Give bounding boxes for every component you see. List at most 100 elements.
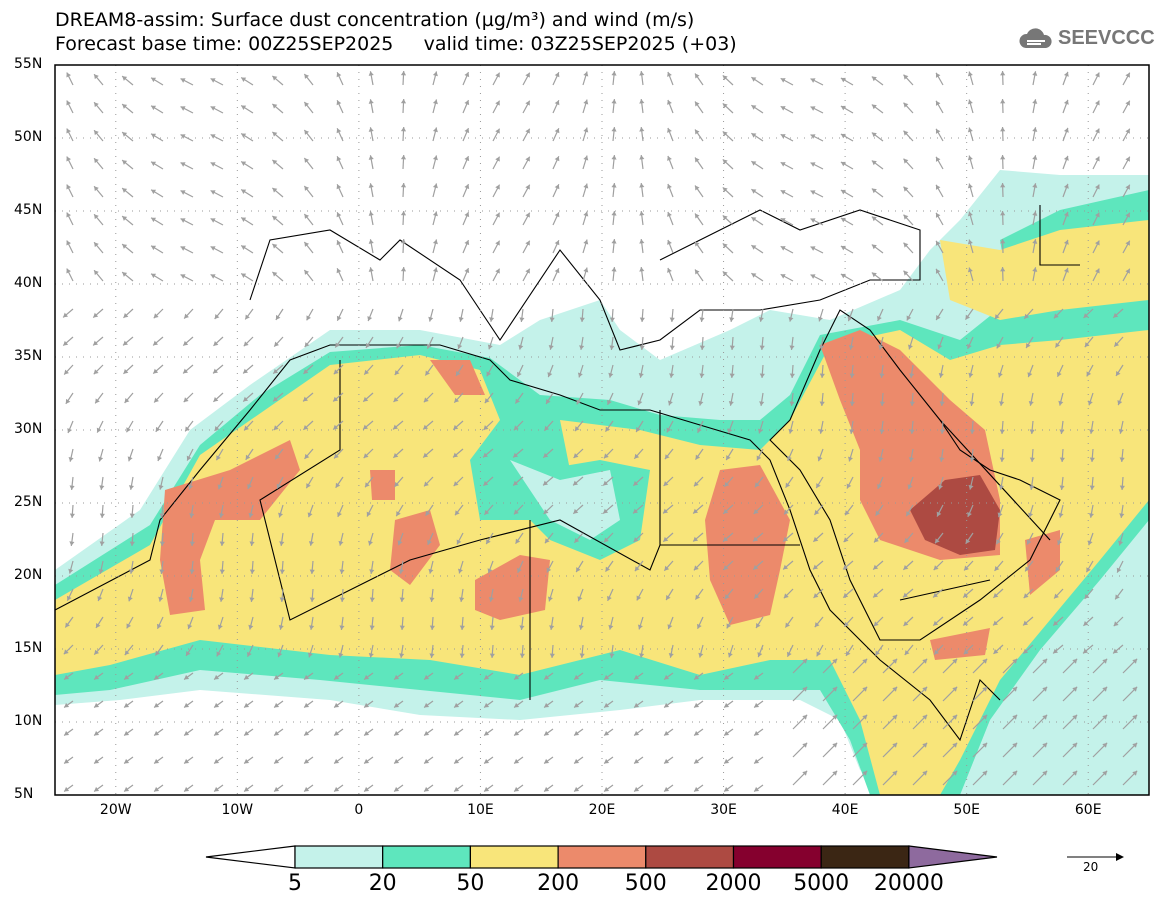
wind-arrow: [908, 448, 914, 462]
wind-arrow: [603, 448, 614, 459]
wind-arrow: [722, 214, 734, 226]
wind-arrow: [368, 239, 374, 254]
wind-arrow: [692, 504, 704, 514]
wind-arrow: [1053, 588, 1064, 599]
wind-arrow: [453, 476, 464, 487]
wind-arrow: [482, 476, 494, 487]
wind-arrow: [994, 560, 1004, 572]
wind-arrow: [273, 784, 284, 792]
wind-arrow: [878, 336, 884, 350]
wind-arrow: [753, 672, 764, 680]
wind-arrow: [552, 128, 560, 142]
wind-arrow: [997, 364, 1004, 378]
wind-arrow: [879, 364, 885, 378]
wind-arrow: [303, 213, 314, 226]
wind-arrow: [333, 364, 344, 375]
wind-arrow: [967, 504, 974, 518]
wind-arrow: [332, 420, 344, 430]
wind-arrow: [483, 728, 494, 736]
wind-arrow: [1032, 742, 1048, 758]
wind-arrow: [669, 308, 675, 323]
wind-arrow: [452, 448, 464, 458]
wind-arrow: [96, 420, 104, 433]
wind-arrow: [722, 74, 734, 86]
wind-arrow: [243, 336, 254, 347]
wind-arrow: [633, 448, 644, 460]
wind-arrow: [723, 784, 734, 792]
wind-arrow: [1062, 770, 1078, 786]
wind-arrow: [609, 308, 615, 323]
wind-arrow: [66, 100, 74, 114]
wind-arrow: [728, 392, 734, 406]
wind-arrow: [1002, 686, 1018, 702]
wind-arrow: [1028, 504, 1034, 518]
wind-arrow: [698, 644, 704, 658]
wind-arrow: [634, 560, 644, 572]
wind-arrow: [462, 267, 470, 282]
wind-arrow: [305, 476, 314, 489]
wind-arrow: [427, 532, 434, 546]
wind-arrow: [1122, 770, 1138, 786]
wind-arrow: [723, 672, 734, 680]
wind-arrow: [182, 336, 194, 347]
wind-arrow: [1086, 364, 1094, 377]
wind-arrow: [400, 154, 407, 170]
wind-arrow: [400, 182, 407, 198]
wind-arrow: [212, 364, 224, 374]
wind-arrow: [187, 616, 194, 630]
wind-arrow: [492, 268, 501, 282]
wind-arrow: [543, 700, 554, 708]
wind-arrow: [452, 420, 464, 431]
wind-arrow: [66, 184, 74, 198]
wind-arrow: [663, 672, 674, 680]
wind-arrow: [667, 183, 674, 198]
wind-arrow: [543, 784, 554, 792]
wind-arrow: [483, 756, 494, 764]
wind-arrow: [302, 392, 314, 402]
wind-arrow: [240, 273, 254, 282]
wind-arrow: [367, 308, 374, 322]
wind-arrow: [186, 448, 194, 461]
wind-arrow: [365, 336, 374, 349]
wind-arrow: [153, 784, 164, 792]
wind-arrow: [611, 99, 617, 114]
wind-arrow: [243, 700, 254, 708]
wind-arrow: [97, 588, 104, 602]
wind-arrow: [817, 448, 824, 462]
wind-arrow: [1083, 616, 1094, 627]
wind-arrow: [303, 756, 314, 764]
wind-arrow: [788, 420, 794, 434]
wind-arrow: [336, 100, 344, 114]
colorbar-segment: [557, 845, 647, 869]
wind-arrow: [602, 504, 614, 514]
wind-arrow: [393, 672, 404, 680]
wind-arrow: [967, 336, 974, 350]
colorbar-over-triangle: [908, 845, 998, 869]
wind-arrow: [639, 239, 645, 254]
wind-arrow: [822, 686, 838, 702]
wind-arrow: [273, 336, 284, 347]
wind-arrow: [392, 448, 404, 459]
wind-arrow: [522, 240, 531, 254]
wind-arrow: [1115, 364, 1124, 377]
wind-arrow: [758, 308, 764, 322]
dust-field: [55, 170, 1149, 795]
wind-arrow: [663, 728, 674, 736]
wind-arrow: [66, 72, 74, 86]
wind-arrow: [1122, 686, 1138, 702]
wind-arrow: [219, 532, 225, 547]
wind-arrow: [492, 212, 501, 226]
wind-arrow: [150, 273, 164, 282]
wind-arrow: [512, 476, 524, 486]
wind-arrow: [1002, 658, 1018, 674]
wind-arrow: [363, 756, 374, 764]
colorbar-segment: [294, 845, 384, 869]
wind-arrow: [963, 560, 974, 571]
wind-arrow: [935, 128, 944, 142]
lat-label: 10N: [14, 713, 43, 729]
wind-arrow: [662, 504, 674, 514]
wind-arrow: [1092, 100, 1100, 114]
wind-arrow: [399, 616, 405, 631]
wind-arrow: [663, 700, 674, 708]
wind-arrow: [93, 269, 104, 282]
